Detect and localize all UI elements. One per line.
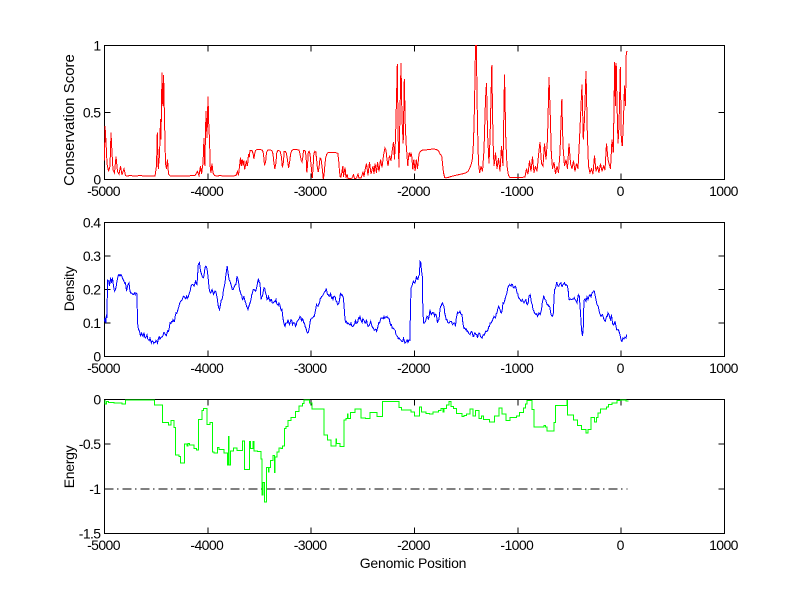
svg-text:-1.5: -1.5 — [79, 526, 102, 542]
svg-text:0.5: 0.5 — [83, 105, 101, 121]
svg-text:0: 0 — [93, 172, 101, 188]
svg-text:-2000: -2000 — [397, 360, 431, 376]
svg-text:-2000: -2000 — [397, 537, 431, 553]
svg-text:0: 0 — [93, 392, 101, 408]
svg-text:-4000: -4000 — [190, 360, 224, 376]
svg-text:1: 1 — [93, 38, 101, 54]
svg-text:0.4: 0.4 — [83, 215, 101, 231]
svg-text:-3000: -3000 — [294, 537, 328, 553]
svg-text:-3000: -3000 — [294, 360, 328, 376]
svg-text:1000: 1000 — [709, 183, 739, 199]
svg-text:-4000: -4000 — [190, 537, 224, 553]
svg-text:0: 0 — [93, 349, 101, 365]
svg-text:Conservation Score: Conservation Score — [61, 54, 78, 186]
svg-text:-2000: -2000 — [397, 183, 431, 199]
svg-text:1000: 1000 — [709, 360, 739, 376]
svg-text:Genomic Position: Genomic Position — [360, 555, 467, 571]
svg-text:Density: Density — [61, 266, 77, 311]
svg-text:-5000: -5000 — [87, 537, 121, 553]
svg-text:0.1: 0.1 — [83, 315, 101, 331]
svg-text:-1000: -1000 — [500, 360, 534, 376]
svg-text:0.3: 0.3 — [83, 248, 101, 264]
svg-text:-5000: -5000 — [87, 360, 121, 376]
svg-text:0: 0 — [617, 183, 625, 199]
svg-text:0: 0 — [617, 537, 625, 553]
svg-text:-4000: -4000 — [190, 183, 224, 199]
svg-text:Energy: Energy — [61, 445, 77, 488]
svg-text:-5000: -5000 — [87, 183, 121, 199]
svg-text:-1: -1 — [89, 481, 101, 497]
svg-text:-1000: -1000 — [500, 183, 534, 199]
svg-text:1000: 1000 — [709, 537, 739, 553]
svg-text:0: 0 — [617, 360, 625, 376]
svg-text:-1000: -1000 — [500, 537, 534, 553]
svg-text:0.2: 0.2 — [83, 282, 101, 298]
svg-text:-3000: -3000 — [294, 183, 328, 199]
svg-text:-0.5: -0.5 — [79, 436, 102, 452]
